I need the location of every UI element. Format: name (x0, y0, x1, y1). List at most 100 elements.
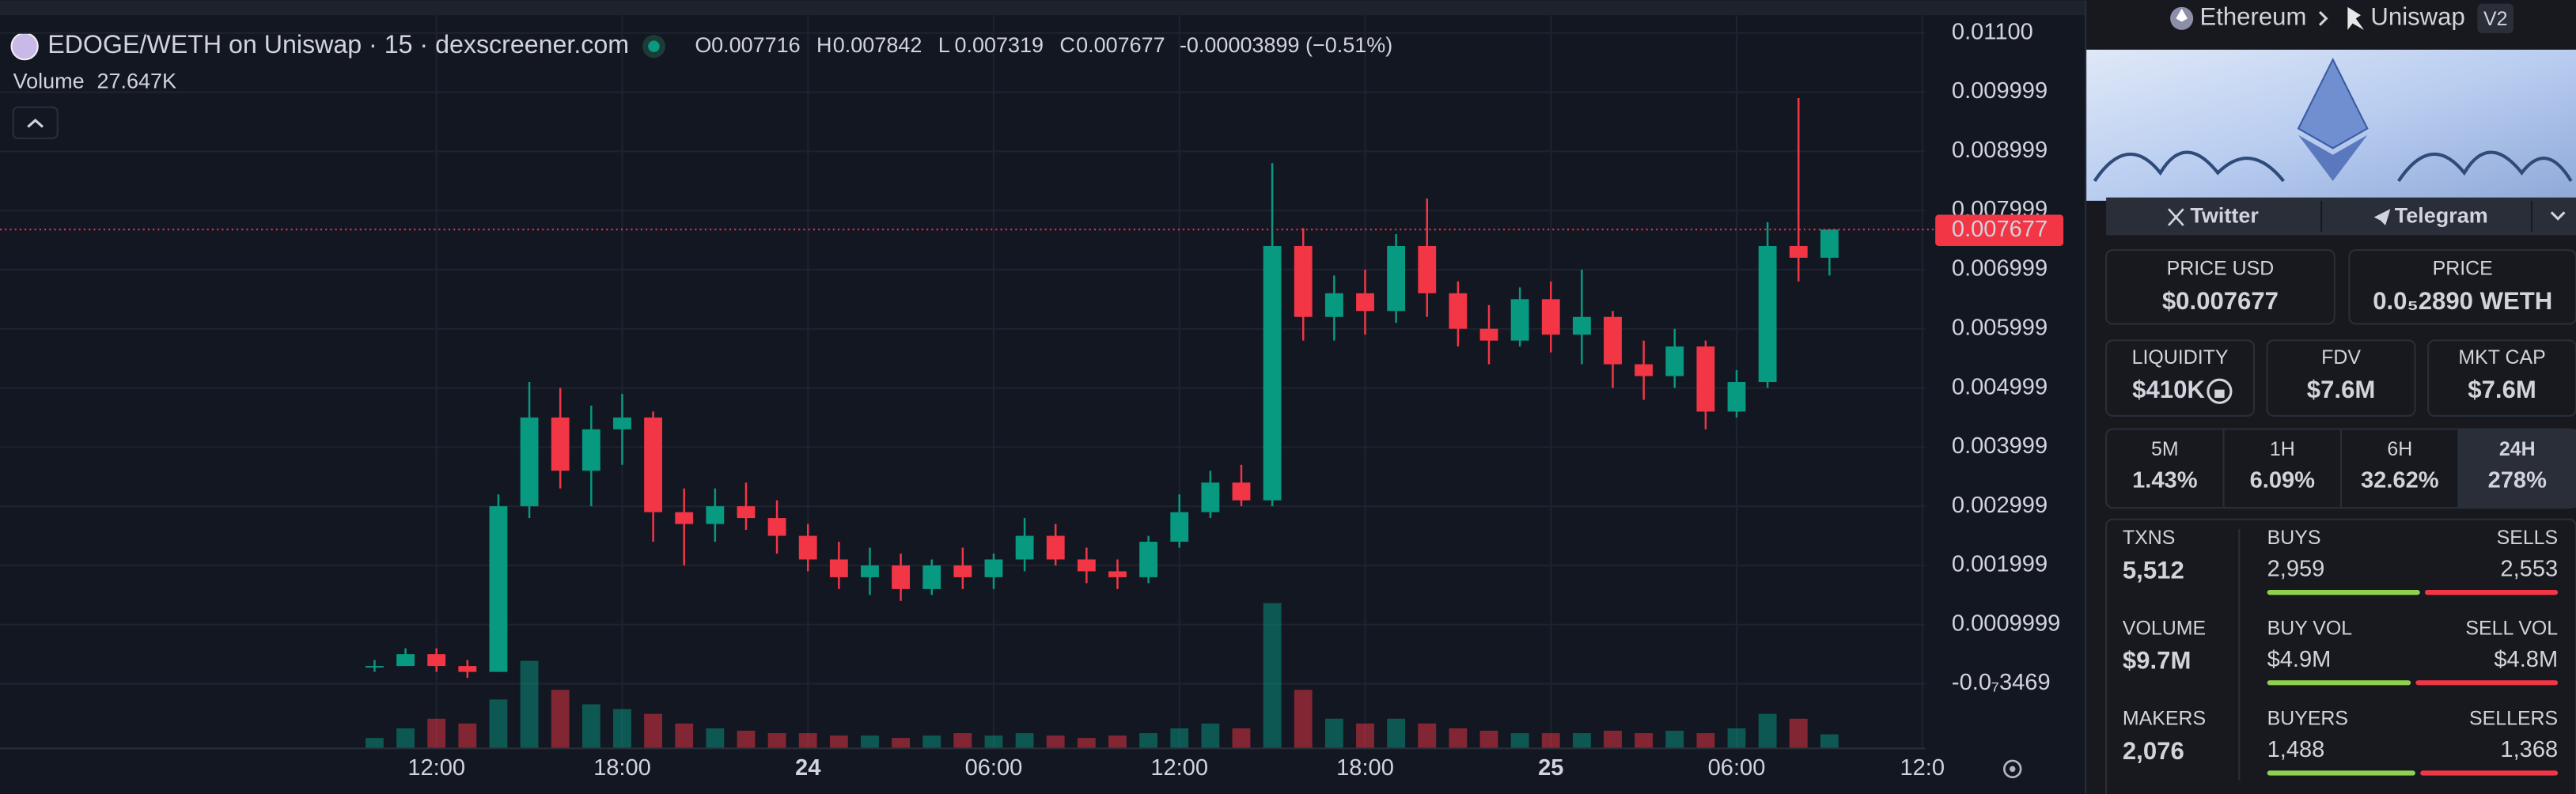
change-value: 278% (2488, 468, 2547, 493)
candle-body (953, 565, 972, 577)
change-label: 6H (2387, 438, 2412, 460)
volume-bar (1201, 723, 1220, 748)
current-price-label: 0.007677 (1952, 217, 2048, 242)
change-label: 1H (2270, 438, 2295, 460)
stat-label: MAKERS (2123, 708, 2206, 730)
banner-plants (2093, 150, 2573, 183)
volume-bar (1324, 718, 1343, 748)
collapse-button[interactable] (12, 106, 59, 139)
y-tick-label: 0.01100 (1952, 19, 2033, 44)
uniswap-icon (2347, 6, 2365, 30)
stat-label: TXNS (2123, 527, 2175, 549)
volume-bar (458, 723, 477, 748)
version-badge (2477, 3, 2514, 34)
candle-body (1170, 512, 1189, 543)
twitter-icon (2168, 208, 2184, 226)
candle-body (675, 512, 694, 524)
candle-body (1449, 293, 1468, 329)
x-tick-label: 06:00 (1708, 755, 1766, 781)
card-label: MKT CAP (2458, 346, 2545, 369)
links-bar (2106, 197, 2576, 236)
ratio-bar-sell (2415, 680, 2559, 686)
volume-bar (892, 738, 911, 748)
social-link[interactable]: Twitter (2190, 204, 2259, 228)
candle-body (1232, 482, 1251, 501)
candle-body (1263, 245, 1282, 501)
current-price-tag (1935, 214, 2064, 247)
volume-bar (1108, 735, 1127, 748)
y-tick-label: 0.001999 (1952, 552, 2048, 577)
candle-body (1510, 299, 1529, 341)
volume-bar (737, 731, 756, 748)
candle-body (1046, 535, 1065, 560)
candle-body (1789, 245, 1808, 258)
volume-bar (396, 728, 415, 748)
candle-body (1108, 571, 1127, 577)
volume-value: 27.647K (97, 69, 177, 93)
links-more[interactable] (2550, 211, 2566, 221)
stat-right-label: SELLS (2497, 527, 2559, 549)
volume-bar (984, 735, 1003, 748)
stat-right-value: 2,553 (2500, 557, 2558, 582)
candle-body (1572, 316, 1591, 335)
dex-version: V2 (2483, 8, 2507, 30)
volume-bar (366, 738, 384, 748)
token-logo (10, 32, 39, 61)
candle-body (798, 535, 817, 560)
lock-body (2214, 389, 2225, 399)
candle-body (1758, 245, 1777, 383)
candle-body (1541, 299, 1560, 335)
candle-body (1727, 382, 1746, 412)
x-tick-label: 25 (1538, 755, 1563, 781)
y-tick-label: 0.002999 (1952, 493, 2048, 518)
candle-body (581, 429, 600, 471)
x-tick-label: 12:0 (1900, 755, 1945, 781)
telegram-icon (2373, 209, 2391, 226)
volume-bar (1418, 723, 1437, 748)
stat-left-value: $4.9M (2267, 647, 2332, 672)
card (2105, 518, 2576, 794)
card-value: $7.6M (2468, 376, 2536, 403)
candle-body (1294, 245, 1313, 317)
banner-logo (2297, 57, 2369, 149)
ohlc-value: 0.007716 (711, 33, 801, 57)
volume-bar (1232, 728, 1251, 748)
grid-layer (0, 15, 1926, 750)
ratio-bar-sell (2424, 589, 2559, 596)
ratio-bar-sell (2420, 770, 2559, 776)
y-tick-label: 0.008999 (1952, 138, 2048, 163)
candle-body (1356, 293, 1374, 312)
volume-bar (706, 728, 725, 748)
volume-bar (551, 690, 570, 748)
candle-body (829, 559, 848, 577)
candle-body (737, 506, 756, 519)
change-value: 1.43% (2132, 468, 2198, 493)
lock-icon (2207, 378, 2233, 404)
volume-bar (1510, 733, 1529, 748)
stat-left-value: 2,959 (2267, 557, 2325, 582)
candle-body (1387, 245, 1406, 312)
candle-body (1479, 328, 1498, 341)
volume-bar (1449, 728, 1468, 748)
volume-bar (1727, 728, 1746, 748)
settings-icon[interactable] (2003, 759, 2022, 779)
volume-bar (1665, 731, 1684, 748)
volume-bar (861, 735, 879, 748)
ohlc-key: O (695, 33, 711, 57)
social-link[interactable]: Telegram (2395, 204, 2488, 228)
volume-bar (953, 733, 972, 748)
y-tick-label: 0.004999 (1952, 374, 2048, 399)
stat-value: $9.7M (2123, 647, 2191, 675)
stat-left-label: BUY VOL (2267, 617, 2353, 639)
x-tick-label: 24 (795, 755, 820, 781)
card-label: PRICE USD (2167, 258, 2275, 280)
stat-right-label: SELL VOL (2465, 617, 2558, 639)
ratio-bar-buy (2267, 589, 2420, 596)
x-tick-label: 12:00 (1150, 755, 1208, 781)
volume-bar (1541, 733, 1560, 748)
volume-bar (581, 704, 600, 748)
volume-bar (520, 660, 539, 748)
ui-layer: 0.011000.0099990.0089990.0079990.0069990… (13, 3, 2576, 794)
volume-bar (829, 735, 848, 748)
